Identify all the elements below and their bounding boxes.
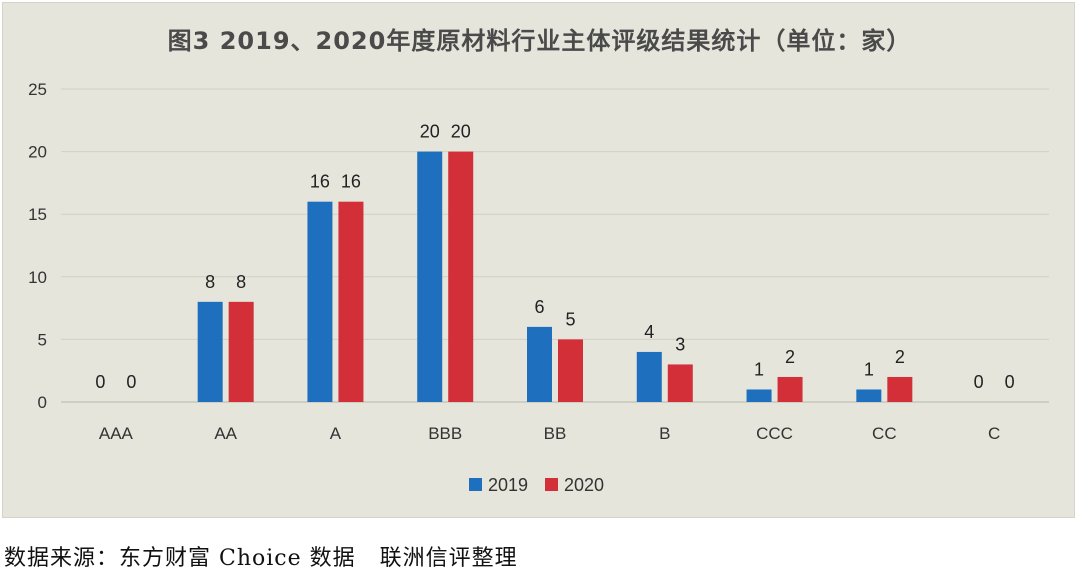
bar-2020-B bbox=[667, 364, 693, 402]
legend-swatch-2019 bbox=[469, 478, 482, 491]
data-label: 0 bbox=[974, 372, 984, 392]
data-label: 0 bbox=[95, 372, 105, 392]
bar-2019-B bbox=[636, 351, 662, 402]
bar-2020-A bbox=[338, 201, 364, 402]
data-label: 1 bbox=[864, 359, 874, 379]
bar-2019-CCC bbox=[746, 389, 772, 402]
gridlines bbox=[61, 88, 1049, 403]
data-label: 2 bbox=[895, 347, 905, 367]
data-label: 16 bbox=[310, 172, 330, 192]
bar-2019-BBB bbox=[417, 151, 443, 402]
data-label: 2 bbox=[785, 347, 795, 367]
data-label: 20 bbox=[451, 122, 471, 142]
chart-title: 图3 2019、2020年度原材料行业主体评级结果统计（单位：家） bbox=[167, 27, 912, 55]
x-tick-label: CCC bbox=[756, 424, 793, 443]
data-label: 8 bbox=[205, 272, 215, 292]
source-note: 数据来源：东方财富 Choice 数据 联洲信评整理 bbox=[4, 546, 518, 571]
data-label: 1 bbox=[754, 359, 764, 379]
x-tick-label: CC bbox=[872, 424, 897, 443]
x-tick-label: A bbox=[330, 424, 342, 443]
data-label: 4 bbox=[644, 322, 654, 342]
data-label: 0 bbox=[126, 372, 136, 392]
y-axis-ticks: 0 5 10 15 20 25 bbox=[28, 80, 47, 412]
bar-2020-BB bbox=[558, 339, 583, 402]
legend-label: 2019 bbox=[488, 475, 528, 495]
y-tick-label: 0 bbox=[38, 393, 47, 412]
y-tick-label: 15 bbox=[28, 205, 47, 224]
bar-2020-AA bbox=[228, 301, 254, 402]
data-label: 3 bbox=[675, 334, 685, 354]
bar-2019-A bbox=[307, 201, 333, 402]
legend: 2019 2020 bbox=[469, 475, 604, 495]
data-label: 5 bbox=[565, 309, 575, 329]
data-label: 0 bbox=[1005, 372, 1015, 392]
x-tick-label: B bbox=[659, 424, 670, 443]
x-tick-label: BBB bbox=[428, 424, 462, 443]
data-label: 8 bbox=[236, 272, 246, 292]
x-tick-label: AA bbox=[214, 424, 237, 443]
data-label: 6 bbox=[534, 297, 544, 317]
x-axis-ticks: AAA AA A BBB BB B CCC CC C bbox=[99, 424, 1000, 443]
x-tick-label: BB bbox=[544, 424, 567, 443]
x-tick-label: C bbox=[988, 424, 1000, 443]
y-tick-label: 25 bbox=[28, 80, 47, 99]
bar-2019-BB bbox=[527, 326, 552, 402]
y-tick-label: 10 bbox=[28, 268, 47, 287]
chart-panel: 0 5 10 15 20 25 0 0 8 8 16 16 20 20 6 5 4 3 1 2 1 2 0 0 AAA AA A… bbox=[2, 2, 1075, 518]
x-tick-label: AAA bbox=[99, 424, 134, 443]
bar-2020-BBB bbox=[448, 151, 474, 402]
data-label: 16 bbox=[341, 172, 361, 192]
bar-2019-AA bbox=[197, 301, 223, 402]
y-tick-label: 5 bbox=[38, 330, 47, 349]
legend-swatch-2020 bbox=[545, 478, 558, 491]
bar-2020-CCC bbox=[777, 376, 803, 402]
data-label: 20 bbox=[420, 122, 440, 142]
bar-2019-CC bbox=[856, 389, 882, 402]
bar-2020-CC bbox=[887, 376, 913, 402]
y-tick-label: 20 bbox=[28, 143, 47, 162]
legend-label: 2020 bbox=[564, 475, 604, 495]
bars bbox=[197, 151, 913, 402]
